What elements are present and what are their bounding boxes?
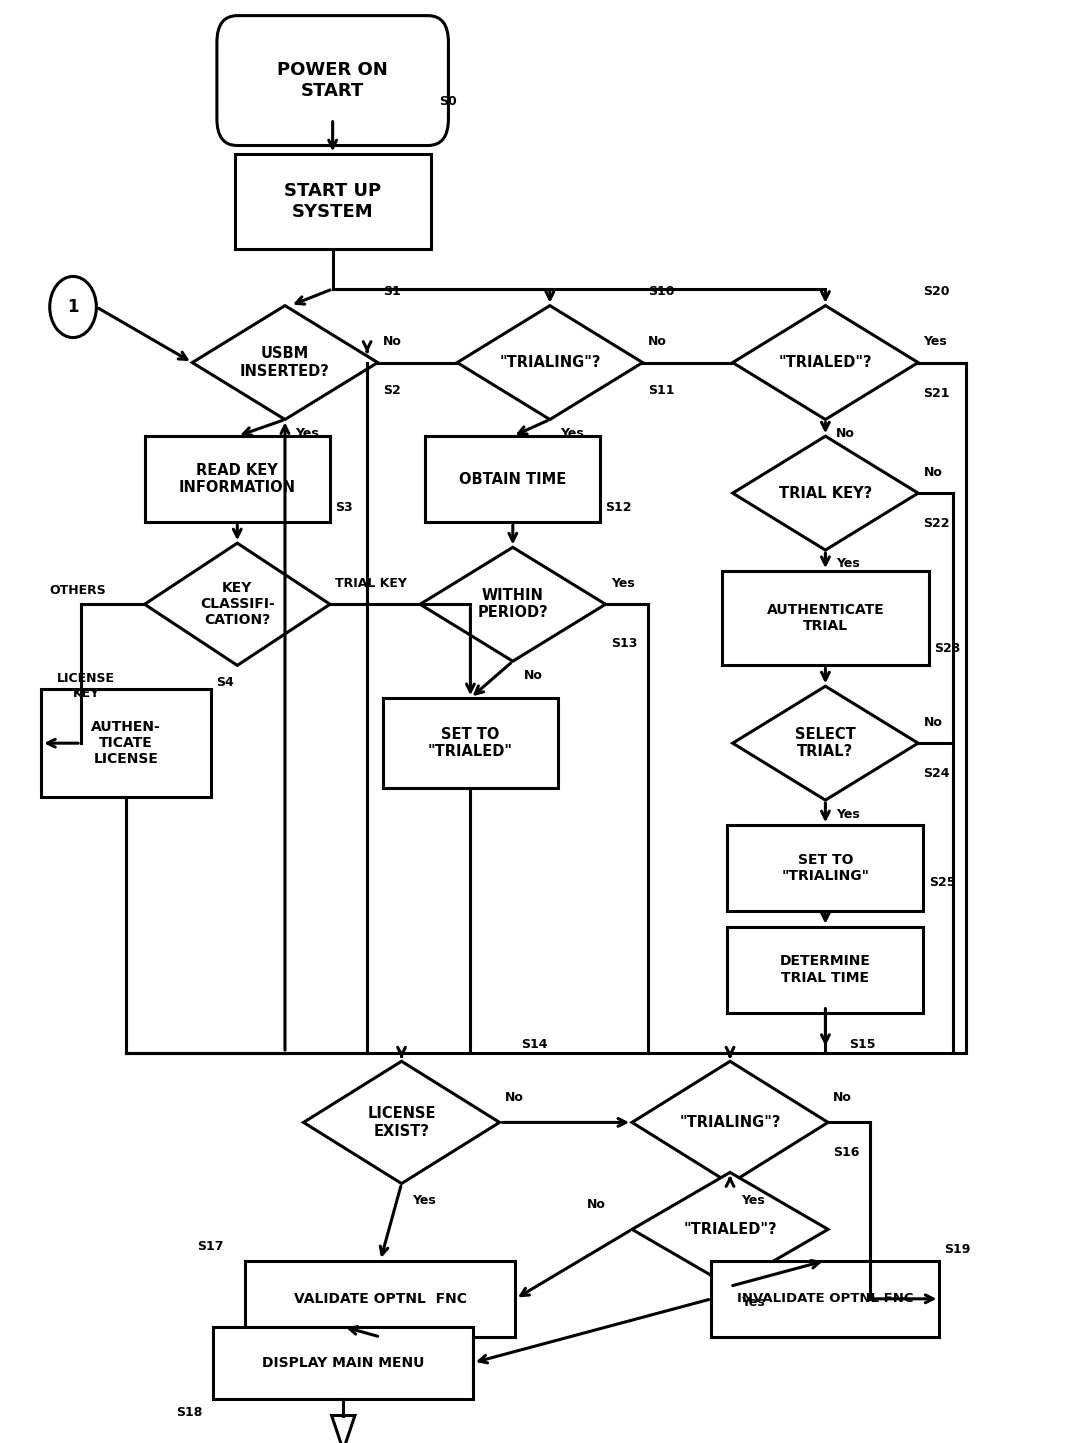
Text: No: No [836,427,854,440]
FancyBboxPatch shape [217,16,449,146]
Text: "TRIALING"?: "TRIALING"? [499,355,600,369]
Text: No: No [648,335,666,348]
Text: "TRIALED"?: "TRIALED"? [684,1222,776,1237]
Text: S25: S25 [929,876,955,889]
Polygon shape [144,543,330,665]
Text: DISPLAY MAIN MENU: DISPLAY MAIN MENU [262,1356,424,1369]
Polygon shape [192,306,378,420]
Text: S14: S14 [521,1038,547,1051]
Bar [727,825,924,912]
Text: S12: S12 [606,501,632,514]
Text: S13: S13 [611,636,638,649]
Bar [727,926,924,1013]
Polygon shape [733,436,918,550]
Text: No: No [924,466,942,479]
Bar [722,571,929,665]
Text: USBM
INSERTED?: USBM INSERTED? [240,346,330,378]
Text: INVALIDATE OPTNL FNC: INVALIDATE OPTNL FNC [737,1293,913,1306]
Text: S3: S3 [335,501,352,514]
Text: READ KEY
INFORMATION: READ KEY INFORMATION [178,463,296,495]
Polygon shape [420,547,606,661]
Bar [383,698,557,788]
Text: S21: S21 [924,387,949,400]
Text: Yes: Yes [412,1193,436,1206]
Text: AUTHENTICATE
TRIAL: AUTHENTICATE TRIAL [767,603,884,633]
Text: S23: S23 [934,642,960,655]
Text: Yes: Yes [561,427,584,440]
Bar [144,436,330,522]
Text: No: No [586,1198,606,1211]
Text: S17: S17 [198,1240,224,1253]
Text: No: No [833,1091,852,1104]
Polygon shape [331,1416,355,1443]
Text: 1: 1 [67,299,79,316]
Text: LICENSE
EXIST?: LICENSE EXIST? [367,1107,436,1139]
Text: OBTAIN TIME: OBTAIN TIME [459,472,566,486]
Text: START UP
SYSTEM: START UP SYSTEM [284,182,381,221]
Text: Yes: Yes [296,427,319,440]
Text: DETERMINE
TRIAL TIME: DETERMINE TRIAL TIME [780,954,870,984]
Bar [214,1326,473,1398]
Text: S18: S18 [176,1407,203,1420]
Text: S0: S0 [439,95,456,108]
Text: SELECT
TRIAL?: SELECT TRIAL? [795,727,855,759]
Circle shape [50,277,96,338]
Text: S11: S11 [648,384,674,397]
Text: Yes: Yes [836,808,860,821]
Bar [711,1261,940,1338]
Text: S10: S10 [648,286,674,299]
Text: WITHIN
PERIOD?: WITHIN PERIOD? [477,589,548,620]
Bar [425,436,600,522]
Text: Yes: Yes [611,577,634,590]
Polygon shape [733,687,918,799]
Bar [42,688,210,798]
Polygon shape [457,306,643,420]
Text: S20: S20 [924,286,949,299]
Text: S4: S4 [216,675,234,688]
Text: KEY
CLASSIFI-
CATION?: KEY CLASSIFI- CATION? [200,582,274,628]
Text: S1: S1 [383,286,400,299]
Text: S16: S16 [833,1146,860,1160]
Polygon shape [303,1061,500,1183]
Text: S19: S19 [944,1242,971,1255]
Text: No: No [924,716,942,729]
Text: S22: S22 [924,517,949,530]
Bar [235,154,430,248]
Text: Yes: Yes [836,557,860,570]
Text: TRIAL KEY: TRIAL KEY [335,577,407,590]
Text: SET TO
"TRIALING": SET TO "TRIALING" [782,853,869,883]
Text: S2: S2 [383,384,400,397]
Polygon shape [632,1061,828,1183]
Text: No: No [505,1091,523,1104]
Text: POWER ON
START: POWER ON START [278,61,388,100]
Text: Yes: Yes [740,1193,765,1206]
Text: "TRIALING"?: "TRIALING"? [679,1115,781,1130]
Polygon shape [733,306,918,420]
Polygon shape [632,1172,828,1286]
Text: AUTHEN-
TICATE
LICENSE: AUTHEN- TICATE LICENSE [91,720,161,766]
Text: No: No [383,335,402,348]
Text: SET TO
"TRIALED": SET TO "TRIALED" [428,727,513,759]
Text: S15: S15 [849,1038,876,1051]
Text: TRIAL KEY?: TRIAL KEY? [779,486,873,501]
Text: OTHERS: OTHERS [49,584,106,597]
Text: S24: S24 [924,768,949,781]
Text: VALIDATE OPTNL  FNC: VALIDATE OPTNL FNC [294,1291,467,1306]
Text: Yes: Yes [924,335,947,348]
Text: Yes: Yes [740,1296,765,1309]
Bar [246,1261,516,1338]
Text: "TRIALED"?: "TRIALED"? [779,355,873,369]
Text: LICENSE
KEY: LICENSE KEY [58,672,115,700]
Text: No: No [523,668,543,681]
